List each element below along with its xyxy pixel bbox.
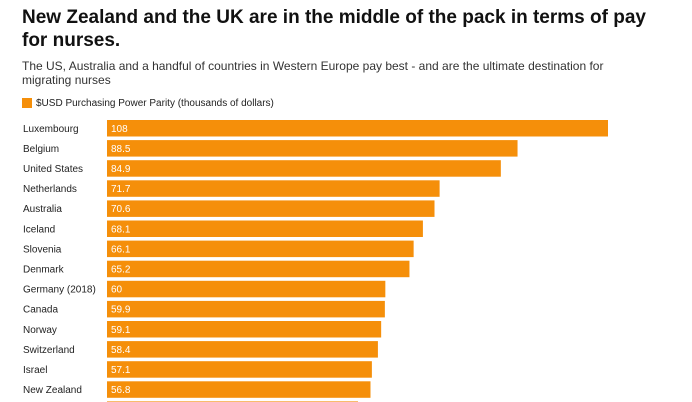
category-label: Israel [23, 365, 47, 376]
bar [107, 180, 440, 197]
legend: $USD Purchasing Power Parity (thousands … [22, 96, 274, 110]
bar [107, 200, 435, 217]
chart-subtitle: The US, Australia and a handful of count… [22, 59, 604, 87]
bar [107, 140, 518, 157]
bar-value-label: 59.9 [111, 305, 131, 316]
bar [107, 120, 608, 137]
category-label: Luxembourg [23, 124, 79, 135]
category-label: Netherlands [23, 184, 77, 195]
legend-swatch [22, 98, 32, 108]
category-label: Switzerland [23, 345, 75, 356]
bar-value-label: 56.8 [111, 385, 131, 396]
bar-value-label: 58.4 [111, 345, 131, 356]
bar-value-label: 60 [111, 285, 123, 296]
category-label: Norway [23, 325, 57, 336]
bar [107, 160, 501, 177]
category-label: Denmark [23, 264, 65, 275]
bar [107, 381, 371, 398]
bar-value-label: 88.5 [111, 144, 131, 155]
category-label: Belgium [23, 144, 59, 155]
category-label: Australia [23, 204, 62, 215]
bar-value-label: 57.1 [111, 365, 131, 376]
legend-label: $USD Purchasing Power Parity (thousands … [36, 97, 274, 109]
bar-value-label: 65.2 [111, 264, 131, 275]
bar-value-label: 70.6 [111, 204, 131, 215]
chart-title: New Zealand and the UK are in the middle… [22, 7, 646, 51]
category-label: United States [23, 164, 83, 175]
category-label: New Zealand [23, 385, 82, 396]
bar [107, 300, 385, 318]
bar [107, 280, 386, 298]
bar-value-label: 59.1 [111, 325, 131, 336]
bar [107, 260, 410, 278]
category-label: Canada [23, 305, 58, 316]
bar-value-label: 68.1 [111, 224, 131, 235]
bar [107, 361, 372, 378]
bar [107, 321, 382, 338]
bar-value-label: 71.7 [111, 184, 131, 195]
bar [107, 240, 414, 258]
bar [107, 341, 378, 358]
category-label: Slovenia [23, 244, 62, 255]
bar-value-label: 66.1 [111, 244, 131, 255]
bar-value-label: 84.9 [111, 164, 131, 175]
bar-value-label: 108 [111, 124, 128, 135]
category-label: Iceland [23, 224, 55, 235]
bar [107, 220, 423, 237]
category-label: Germany (2018) [23, 285, 96, 296]
